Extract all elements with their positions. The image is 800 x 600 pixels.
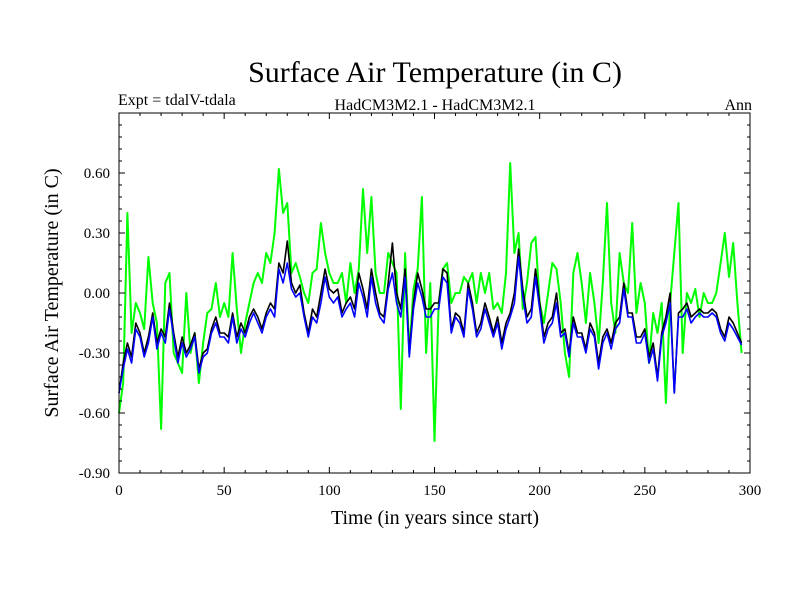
x-tick-label: 300 [739, 483, 762, 499]
y-axis-title: Surface Air Temperature (in C) [41, 168, 63, 417]
x-tick-label: 200 [528, 483, 551, 499]
y-tick-label: -0.90 [79, 466, 110, 482]
x-tick-label: 0 [115, 483, 123, 499]
y-tick-label: -0.60 [79, 406, 110, 422]
series-line-green [118, 162, 743, 442]
x-tick-label: 50 [217, 483, 232, 499]
x-axis-title: Time (in years since start) [331, 507, 539, 529]
series-layer [118, 162, 743, 442]
x-tick-label: 150 [423, 483, 446, 499]
experiment-label: Expt = tdalV-tdala [118, 92, 236, 109]
y-tick-label: 0.30 [84, 226, 110, 242]
model-label: HadCM3M2.1 - HadCM3M2.1 [335, 97, 536, 114]
season-label: Ann [724, 97, 752, 114]
x-tick-label: 250 [634, 483, 657, 499]
series-line-blue [118, 256, 743, 394]
y-tick-label: 0.60 [84, 166, 110, 182]
series-line-black [118, 240, 743, 394]
y-tick-label: 0.00 [84, 286, 110, 302]
chart-title: Surface Air Temperature (in C) [248, 56, 622, 89]
x-tick-label: 100 [318, 483, 341, 499]
y-tick-label: -0.30 [79, 346, 110, 362]
axes-layer: 0 50 100 150 200 250 300 -0.90 -0.60 -0.30 0.00 0.3… [79, 113, 762, 499]
